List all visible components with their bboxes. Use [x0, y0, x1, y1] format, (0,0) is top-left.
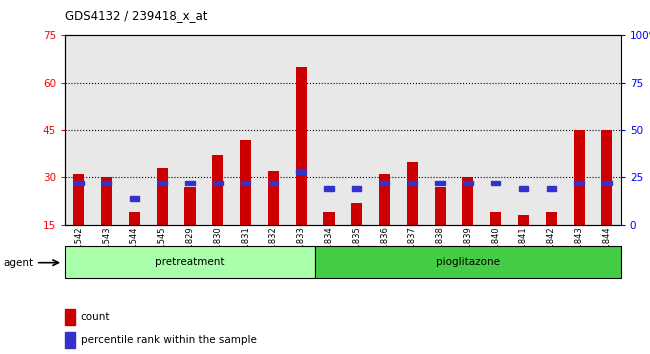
- Bar: [241, 181, 250, 185]
- Bar: [490, 212, 501, 225]
- FancyBboxPatch shape: [65, 246, 315, 278]
- Bar: [352, 187, 361, 191]
- Text: GDS4132 / 239418_x_at: GDS4132 / 239418_x_at: [65, 9, 207, 22]
- Bar: [101, 177, 112, 225]
- Bar: [379, 174, 390, 225]
- Bar: [575, 181, 584, 185]
- FancyBboxPatch shape: [315, 246, 621, 278]
- Bar: [74, 181, 84, 185]
- Bar: [435, 187, 446, 225]
- Bar: [157, 168, 168, 225]
- Text: count: count: [81, 312, 110, 322]
- Bar: [213, 155, 224, 225]
- Bar: [73, 174, 84, 225]
- Text: pioglitazone: pioglitazone: [436, 257, 500, 267]
- Bar: [407, 162, 418, 225]
- Bar: [268, 171, 279, 225]
- Bar: [546, 212, 557, 225]
- Bar: [65, 332, 75, 348]
- Bar: [436, 181, 445, 185]
- Bar: [351, 203, 362, 225]
- Bar: [324, 212, 335, 225]
- Bar: [519, 187, 528, 191]
- Bar: [462, 177, 473, 225]
- Bar: [157, 181, 167, 185]
- Text: agent: agent: [3, 258, 33, 268]
- Bar: [296, 170, 306, 174]
- Bar: [601, 130, 612, 225]
- Bar: [65, 309, 75, 325]
- Bar: [296, 67, 307, 225]
- Bar: [102, 181, 111, 185]
- Bar: [573, 130, 584, 225]
- Bar: [268, 181, 278, 185]
- Bar: [380, 181, 389, 185]
- Bar: [213, 181, 222, 185]
- Bar: [491, 181, 500, 185]
- Bar: [463, 181, 473, 185]
- Bar: [185, 181, 195, 185]
- Bar: [129, 212, 140, 225]
- Bar: [518, 215, 529, 225]
- Bar: [240, 139, 251, 225]
- Bar: [547, 187, 556, 191]
- Text: pretreatment: pretreatment: [155, 257, 225, 267]
- Bar: [185, 187, 196, 225]
- Bar: [130, 196, 139, 201]
- Bar: [324, 187, 333, 191]
- Bar: [408, 181, 417, 185]
- Text: percentile rank within the sample: percentile rank within the sample: [81, 335, 257, 346]
- Bar: [602, 181, 612, 185]
